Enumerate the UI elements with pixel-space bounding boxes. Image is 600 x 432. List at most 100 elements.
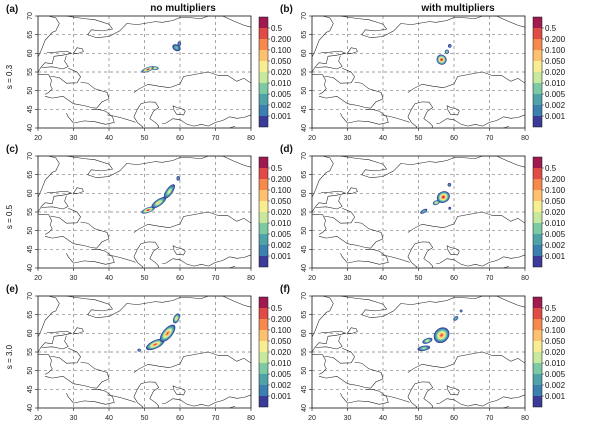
colorbar-swatch — [259, 363, 268, 374]
panel-f: 20 30 40 50 60 70 8040455055606570(f)0.0010.00… — [280, 284, 566, 422]
x-axis: 20 30 40 50 60 70 80 — [34, 268, 255, 282]
x-tick-label: 40 — [105, 135, 113, 142]
coast-baltic — [38, 190, 73, 213]
hotspot-3 — [172, 44, 181, 52]
y-tick-label: 50 — [301, 227, 308, 235]
colorbar-swatch — [533, 201, 542, 212]
x-tick-label: 40 — [105, 415, 113, 422]
y-tick-label: 70 — [27, 12, 34, 20]
coast-kola — [66, 16, 181, 38]
colorbar-label: 0.010 — [271, 359, 292, 368]
coast-caspian — [407, 101, 434, 128]
hotspot-level-9 — [440, 59, 443, 61]
coast-lake-ladoga — [73, 47, 84, 54]
coast-black-sea — [66, 389, 115, 405]
border-poland — [38, 73, 53, 95]
coast-lake-ladoga — [347, 47, 358, 54]
y-axis: 40 45 50 55 60 65 70 — [27, 292, 38, 412]
coast-lake-ladoga — [73, 327, 84, 334]
border-ukraine — [45, 361, 110, 389]
border-central-asia — [436, 394, 525, 407]
x-tick-label: 20 — [308, 135, 316, 142]
panel-label: (f) — [280, 284, 290, 295]
row-label-middle: s = 0.5 — [5, 204, 14, 229]
x-tick-label: 60 — [176, 275, 184, 282]
colorbar-swatch — [259, 297, 268, 308]
colorbar-label: 0.001 — [545, 252, 566, 261]
coast-black-sea — [340, 249, 389, 265]
colorbar-label: 0.005 — [271, 230, 292, 239]
colorbar-swatch — [259, 212, 268, 223]
border-belarus — [50, 68, 81, 84]
y-tick-label: 45 — [27, 105, 34, 113]
colorbar-label: 0.100 — [271, 186, 292, 195]
probability-field — [417, 309, 463, 352]
panels-layer: 20 30 40 50 60 70 8040455055606570(a)0.0010.00… — [6, 4, 566, 422]
colorbar-label: 0.020 — [271, 348, 292, 357]
hotspot-level-2 — [449, 45, 451, 47]
colorbar-legend: 0.001 0.002 0.005 0.010 0.020 0.050 0.100 0.200… — [258, 296, 292, 408]
coast-black-sea — [66, 249, 115, 265]
hotspot-4 — [447, 182, 452, 187]
colorbar-label: 0.200 — [271, 315, 292, 324]
grid — [38, 296, 251, 408]
coast-baltic — [38, 50, 73, 73]
coast-yamal — [180, 296, 251, 308]
border-central-asia — [162, 254, 251, 267]
hotspot-3 — [163, 184, 175, 199]
x-tick-label: 60 — [450, 135, 458, 142]
hotspot-level-4 — [446, 51, 448, 53]
colorbar-label: 0.010 — [545, 219, 566, 228]
coast-caspian — [133, 381, 160, 408]
x-tick-label: 30 — [344, 415, 352, 422]
colorbar-label: 0.005 — [271, 90, 292, 99]
panel-a: 20 30 40 50 60 70 8040455055606570(a)0.0010.00… — [6, 4, 292, 142]
hotspot-level-2 — [448, 184, 450, 186]
border-baltic-states — [315, 335, 343, 350]
border-belarus — [50, 348, 81, 364]
hotspot-level-5 — [168, 190, 171, 193]
coast-aral — [446, 105, 460, 116]
coast-baltic — [312, 50, 347, 73]
colorbar-label: 0.001 — [271, 392, 292, 401]
y-tick-label: 60 — [301, 189, 308, 197]
border-central-asia — [162, 114, 251, 127]
border-baltic-states — [315, 55, 343, 70]
panel-label: (e) — [6, 284, 18, 295]
hotspot-1 — [141, 66, 155, 73]
colorbar-swatch — [533, 341, 542, 352]
hotspot-2 — [444, 49, 450, 55]
coast-kola — [66, 296, 181, 318]
probability-field — [420, 182, 452, 214]
panel-c: 20 30 40 50 60 70 8040455055606570(c)0.0010.00… — [6, 144, 292, 282]
colorbar-label: 0.200 — [545, 175, 566, 184]
colorbar-swatch — [533, 179, 542, 190]
colorbar-label: 0.5 — [545, 24, 557, 33]
hotspot-level-2 — [177, 177, 179, 180]
x-tick-label: 30 — [344, 135, 352, 142]
border-central-asia — [436, 254, 525, 267]
colorbar-label: 0.050 — [271, 337, 292, 346]
hotspot-5 — [459, 309, 463, 313]
colorbar-swatch — [259, 61, 268, 72]
column-title-left: no multipliers — [150, 3, 216, 14]
colorbar-swatch — [533, 385, 542, 396]
hotspot-1 — [141, 206, 155, 214]
colorbar-label: 0.100 — [271, 46, 292, 55]
colorbar-swatch — [259, 105, 268, 116]
colorbar-label: 0.002 — [271, 241, 292, 250]
x-tick-label: 70 — [212, 415, 220, 422]
hotspot-level-8 — [440, 334, 443, 337]
colorbar-label: 0.001 — [271, 112, 292, 121]
probability-field — [137, 313, 180, 352]
coast-kola — [66, 156, 181, 178]
coast-scandinavia — [38, 16, 60, 58]
border-ukraine — [45, 81, 110, 109]
x-tick-label: 60 — [450, 415, 458, 422]
hotspot-level-6 — [154, 67, 156, 69]
colorbar-swatch — [533, 190, 542, 201]
hotspot-2 — [432, 200, 440, 206]
y-tick-label: 50 — [301, 367, 308, 375]
coast-aral — [172, 385, 186, 396]
coast-lake-ladoga — [347, 327, 358, 334]
